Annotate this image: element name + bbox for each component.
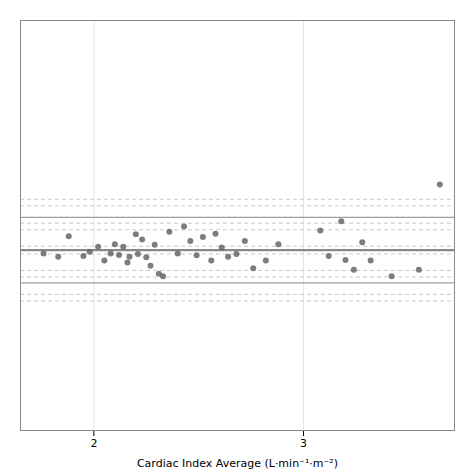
svg-text:2: 2 (90, 437, 97, 450)
svg-text:Cardiac Index Average (L·min⁻¹: Cardiac Index Average (L·min⁻¹·m⁻²) (137, 457, 338, 470)
svg-text:3: 3 (300, 437, 307, 450)
